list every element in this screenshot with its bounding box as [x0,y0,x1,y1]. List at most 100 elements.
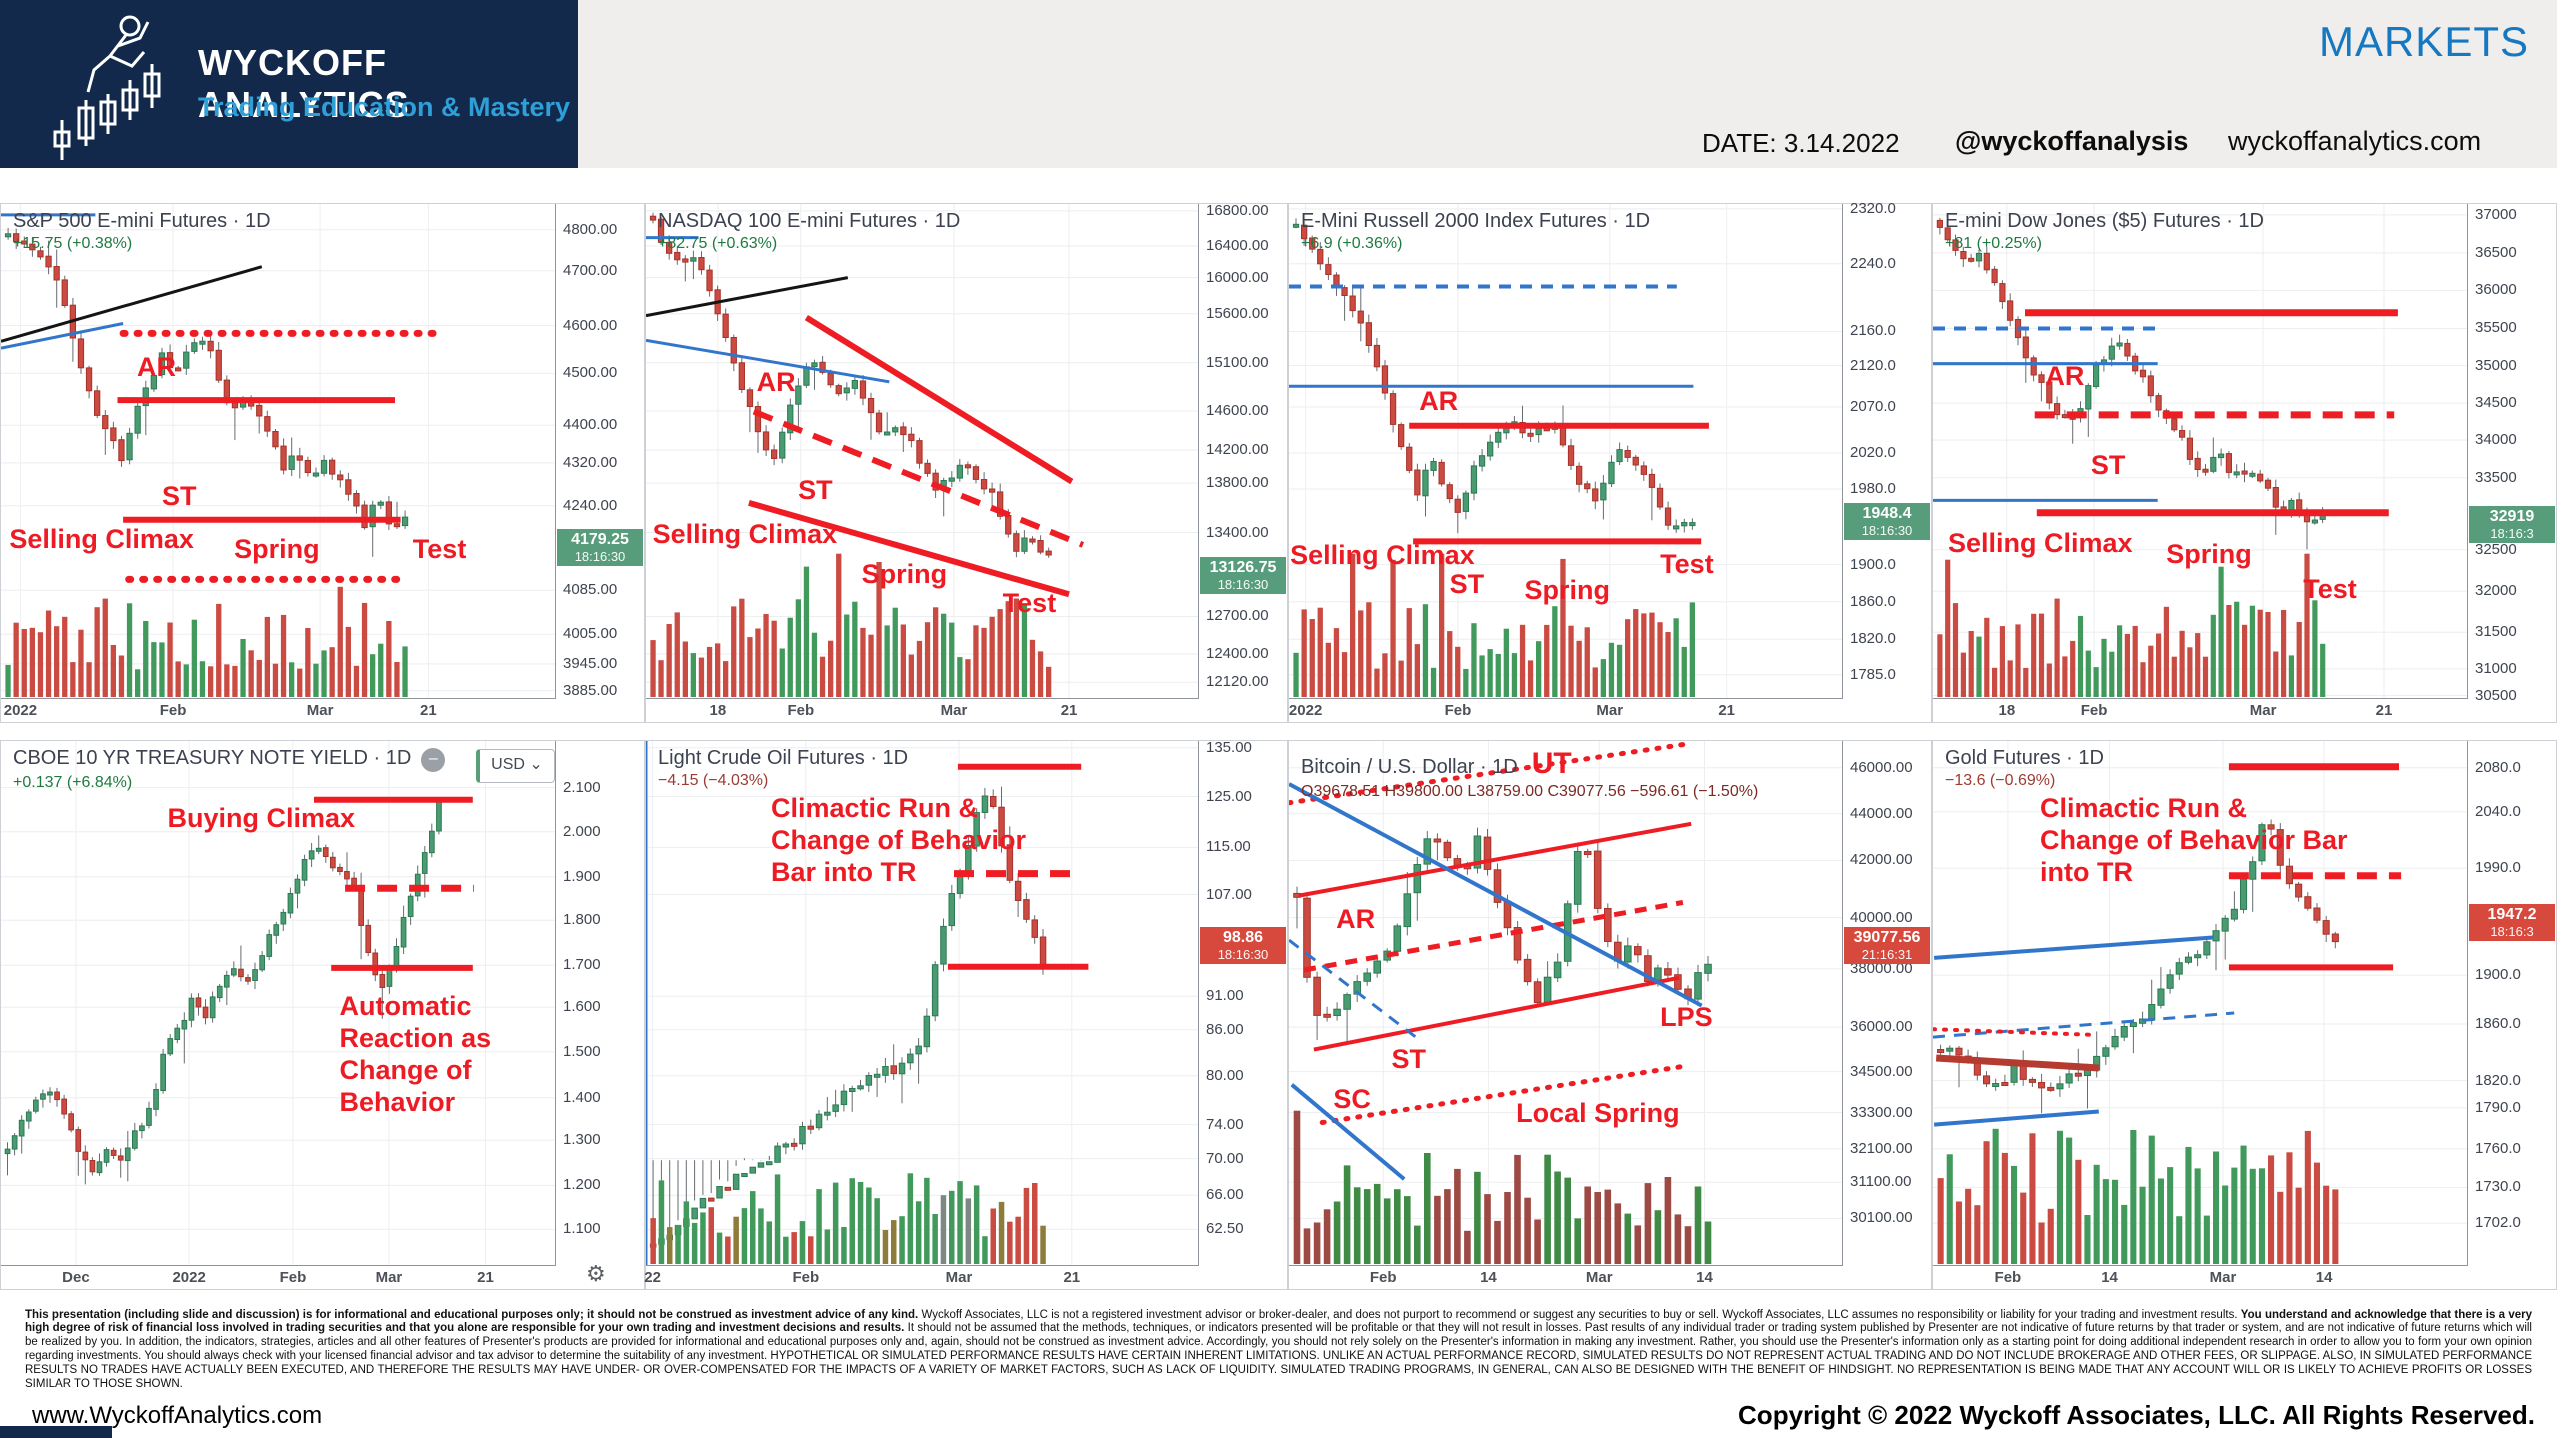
analysis-line [1290,1083,1406,1181]
price-axis-label: 3885.00 [563,681,618,699]
time-axis-dow[interactable]: 18 Feb Mar 21 [1933,698,2468,722]
time-axis-label: 18 [709,702,727,719]
price-axis-label: 4600.00 [563,316,618,334]
price-axis-label: 35000 [2475,356,2517,374]
price-plot-russell[interactable] [1289,204,1843,698]
chart-change: +0.137 (+6.84%) [13,773,133,791]
analysis-line [1935,1054,2100,1072]
price-axis-label: 1860.0 [2475,1014,2521,1032]
time-axis-russell[interactable]: 2022 Feb Mar 21 [1289,698,1843,722]
time-axis-nasdaq[interactable]: 18 Feb Mar 21 [646,698,1199,722]
analysis-line [1,322,124,350]
price-axis-label: 2020.0 [1850,443,1896,461]
price-axis-crude[interactable]: 135.00 125.00 115.00 107.00 91.00 86.00 80.00 7… [1198,739,1287,1265]
brand-tagline: Trading Education & Mastery [198,92,571,122]
analysis-line [1289,782,1703,1008]
chart-title: Gold Futures · 1D [1945,747,2104,769]
price-axis-label: 15100.00 [1206,353,1269,371]
price-axis-russell[interactable]: 2320.0 2240.0 2160.0 2120.0 2070.0 2020.0 1980… [1842,200,1931,698]
price-axis-label: 32100.00 [1850,1139,1913,1157]
price-axis-label: 66.00 [1206,1186,1244,1204]
time-axis-label: Feb [1444,702,1472,719]
wyckoff-annotation: Spring [1524,575,1610,606]
price-axis-label: 13400.00 [1206,523,1269,541]
last-price-value: 1948.4 [1862,504,1912,522]
price-axis-nasdaq[interactable]: 16800.00 16400.00 16000.00 15600.00 15100.00… [1198,201,1287,698]
price-axis-label: 36000.00 [1850,1018,1913,1036]
price-axis-label: 2040.0 [2475,802,2521,820]
price-axis-label: 4800.00 [563,220,618,238]
price-axis-label: 4320.00 [563,453,618,471]
time-axis-bitcoin[interactable]: Feb 14 Mar 14 [1289,1265,1843,1289]
chart-panel-sp500: 4800.00 4700.00 4600.00 4500.00 4400.00 4320.… [0,203,645,723]
price-axis-gold[interactable]: 2080.0 2040.0 1990.0 1900.0 1860.0 1820.0 1790… [2467,741,2556,1265]
price-axis-treasury[interactable]: 2.100 2.000 1.900 1.800 1.700 1.600 1.500 1.400… [555,741,644,1286]
price-axis-label: 16800.00 [1206,201,1269,219]
price-axis-label: 36500 [2475,243,2517,261]
chart-ohlc: O39678.51 H39800.00 L38759.00 C39077.56 … [1301,783,1759,800]
settings-gear-icon[interactable]: ⚙ [586,1261,606,1286]
time-axis-sp500[interactable]: 2022 Feb Mar 21 [1,698,556,722]
price-axis-label: 12120.00 [1206,673,1269,691]
time-axis-crude[interactable]: 22 Feb Mar 21 [644,1265,1199,1289]
price-axis-label: 115.00 [1206,838,1251,856]
price-axis-sp500[interactable]: 4800.00 4700.00 4600.00 4500.00 4400.00 4320.… [555,204,644,699]
price-axis-label: 35500 [2475,319,2517,337]
price-plot-gold[interactable] [1933,741,2468,1265]
last-price-value: 98.86 [1222,929,1264,947]
wyckoff-annotation: SC [1333,1084,1371,1115]
price-plot-dow[interactable] [1933,204,2468,698]
price-axis-label: 2120.0 [1850,356,1896,374]
price-axis-label: 36000 [2475,281,2517,299]
chart-title: Light Crude Oil Futures · 1D [658,747,909,769]
time-axis-label: 21 [1060,702,1078,719]
price-plot-crude[interactable] [646,741,1199,1265]
price-axis-label: 32500 [2475,540,2517,558]
price-plot-treasury[interactable] [1,741,556,1265]
wyckoff-annotation: Selling Climax [1947,527,2133,558]
price-axis-label: 4005.00 [563,625,618,643]
footer-website-link[interactable]: www.WyckoffAnalytics.com [32,1402,323,1429]
time-axis-label: Feb [1369,1269,1397,1286]
header: WYCKOFF ANALYTICS Trading Education & Ma… [0,0,2557,168]
wyckoff-annotation: LPS [1660,1001,1713,1032]
disclaimer-segment: It should not be assumed that the method… [25,1322,2532,1391]
wyckoff-annotation: AR [1336,904,1376,935]
chart-panel-nasdaq: 16800.00 16400.00 16000.00 15600.00 15100.00… [645,201,1288,723]
wyckoff-annotation: Selling Climax [1290,539,1475,570]
wyckoff-annotation: Local Spring [1516,1098,1680,1129]
currency-select-button[interactable]: USD ⌄ [476,749,555,783]
price-axis-dow[interactable]: 37000 36500 36000 35500 35000 34500 34000 33500… [2467,204,2556,704]
price-axis-label: 37000 [2475,205,2517,223]
website-link[interactable]: wyckoffanalytics.com [2228,126,2482,156]
time-axis-label: 2022 [3,702,38,719]
wyckoff-annotation: Buying Climax [167,802,356,833]
chart-title: E-Mini Russell 2000 Index Futures · 1D [1301,210,1651,232]
price-axis-label: 1785.0 [1850,665,1896,683]
chart-title: NASDAQ 100 E-mini Futures · 1D [658,210,961,232]
time-axis-treasury[interactable]: Dec 2022 Feb Mar 21 [1,1265,556,1289]
time-axis-gold[interactable]: Feb 14 Mar 14 [1933,1265,2468,1289]
analysis-line [1319,1063,1689,1125]
price-axis-label: 34500.00 [1850,1062,1913,1080]
logo-box: WYCKOFF ANALYTICS Trading Education & Ma… [0,0,578,168]
time-axis-label: 2022 [172,1269,206,1286]
chart-title-block-russell: E-Mini Russell 2000 Index Futures · 1D +6… [1301,210,1650,253]
last-price-time: 18:16:3 [2490,924,2534,940]
price-axis-label: 1980.0 [1850,480,1896,498]
price-plot-bitcoin[interactable] [1289,741,1843,1265]
collapse-icon[interactable]: – [421,747,446,772]
price-axis-label: 14600.00 [1206,401,1269,419]
wyckoff-annotation: AR [756,367,796,398]
wyckoff-annotation: Test [412,533,467,564]
twitter-handle[interactable]: @wyckoffanalysis [1955,126,2189,156]
price-plot-sp500[interactable] [1,204,556,698]
wyckoff-annotation: Climactic Run & Change of Behavior Bar i… [770,793,1027,888]
price-axis-label: 1860.0 [1850,592,1896,610]
price-axis-bitcoin[interactable]: 46000.00 44000.00 42000.00 40000.00 38000.00… [1842,741,1931,1265]
analysis-line [646,338,890,384]
time-axis-label: 14 [1696,1269,1713,1286]
price-plot-nasdaq[interactable] [646,204,1199,698]
wyckoff-annotation: Spring [2166,538,2252,569]
price-axis-label: 4240.00 [563,496,618,514]
